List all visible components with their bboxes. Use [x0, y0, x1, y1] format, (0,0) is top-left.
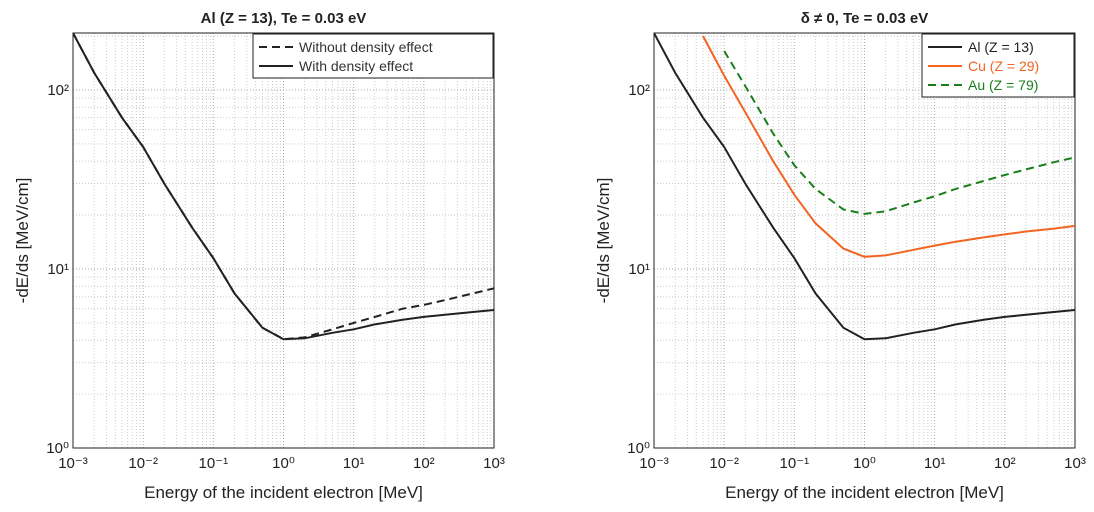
- x-tick-label: 10²: [994, 455, 1016, 472]
- y-tick-label: 10⁰: [627, 440, 650, 457]
- legend-label: Without density effect: [299, 39, 433, 55]
- y-tick-label: 10²: [628, 82, 650, 99]
- series-lines: [73, 33, 494, 341]
- series-line: [73, 33, 494, 341]
- x-tick-label: 10¹: [924, 455, 946, 472]
- plot-frame: [72, 32, 495, 449]
- legend: Al (Z = 13) Cu (Z = 29) Au (Z = 79): [921, 33, 1075, 98]
- x-tick-label: 10⁰: [853, 455, 876, 472]
- x-axis-label: Energy of the incident electron [MeV]: [144, 483, 423, 502]
- x-tick-label: 10⁰: [272, 455, 295, 472]
- y-tick-label: 10¹: [47, 261, 69, 278]
- x-tick-label: 10³: [1064, 455, 1086, 472]
- y-axis-label: -dE/ds [MeV/cm]: [13, 178, 32, 304]
- x-tick-label: 10⁻³: [639, 455, 669, 472]
- plot-frame: [653, 32, 1076, 449]
- x-tick-label: 10¹: [343, 455, 365, 472]
- series-line: [702, 35, 1075, 258]
- legend-label: Au (Z = 79): [968, 77, 1038, 93]
- minor-grid: [73, 33, 494, 448]
- series-line: [723, 50, 1075, 215]
- x-tick-label: 10³: [483, 455, 505, 472]
- x-tick-label: 10²: [413, 455, 435, 472]
- x-tick-label: 10⁻²: [128, 455, 158, 472]
- legend-label: Cu (Z = 29): [968, 58, 1039, 74]
- series-lines: [654, 33, 1075, 341]
- x-axis-label: Energy of the incident electron [MeV]: [725, 483, 1004, 502]
- x-tick-label: 10⁻³: [58, 455, 88, 472]
- y-tick-label: 10¹: [628, 261, 650, 278]
- chart: 10⁻³ 10⁻² 10⁻¹ 10⁰ 10¹ 10² 10³ 10⁰ 10¹ 10² Al (Z =…: [13, 10, 505, 502]
- y-tick-label: 10⁰: [46, 440, 69, 457]
- x-tick-label: 10⁻¹: [199, 455, 229, 472]
- legend-label: With density effect: [299, 58, 413, 74]
- x-tick-label: 10⁻²: [709, 455, 739, 472]
- series-line: [654, 33, 1075, 341]
- chart-title: δ ≠ 0, Te = 0.03 eV: [801, 10, 929, 27]
- chart-title: Al (Z = 13), Te = 0.03 eV: [201, 10, 367, 27]
- y-tick-label: 10²: [47, 82, 69, 99]
- y-axis-label: -dE/ds [MeV/cm]: [594, 178, 613, 304]
- chart: 10⁻³ 10⁻² 10⁻¹ 10⁰ 10¹ 10² 10³ 10⁰ 10¹ 10² δ ≠ 0, …: [594, 10, 1086, 502]
- legend-label: Al (Z = 13): [968, 39, 1034, 55]
- x-tick-label: 10⁻¹: [780, 455, 810, 472]
- legend: Without density effect With density effec…: [252, 33, 494, 79]
- legend-box: [252, 33, 494, 79]
